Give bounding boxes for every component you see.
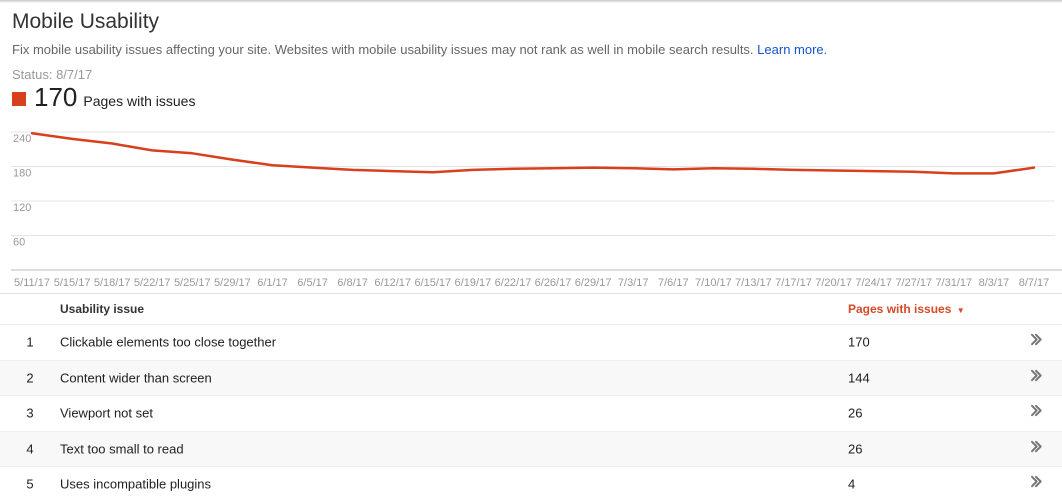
svg-text:7/27/17: 7/27/17	[895, 277, 932, 289]
svg-text:5/15/17: 5/15/17	[54, 277, 91, 289]
svg-text:6/5/17: 6/5/17	[297, 277, 328, 289]
svg-text:6/8/17: 6/8/17	[337, 277, 368, 289]
svg-text:7/31/17: 7/31/17	[935, 277, 972, 289]
svg-text:7/24/17: 7/24/17	[855, 277, 892, 289]
svg-text:6/26/17: 6/26/17	[535, 277, 572, 289]
svg-text:7/10/17: 7/10/17	[695, 277, 732, 289]
svg-text:7/20/17: 7/20/17	[815, 277, 852, 289]
svg-text:7/3/17: 7/3/17	[618, 277, 649, 289]
svg-text:7/17/17: 7/17/17	[775, 277, 812, 289]
svg-text:5/18/17: 5/18/17	[94, 277, 131, 289]
svg-text:6/19/17: 6/19/17	[455, 277, 492, 289]
svg-text:6/29/17: 6/29/17	[575, 277, 612, 289]
svg-text:5/29/17: 5/29/17	[214, 277, 251, 289]
svg-text:6/12/17: 6/12/17	[374, 277, 411, 289]
svg-text:60: 60	[13, 237, 25, 249]
svg-text:6/15/17: 6/15/17	[414, 277, 451, 289]
svg-text:5/25/17: 5/25/17	[174, 277, 211, 289]
svg-text:6/22/17: 6/22/17	[495, 277, 532, 289]
svg-text:8/7/17: 8/7/17	[1019, 277, 1050, 289]
svg-text:120: 120	[13, 202, 31, 214]
svg-text:8/3/17: 8/3/17	[979, 277, 1010, 289]
svg-text:5/22/17: 5/22/17	[134, 277, 171, 289]
svg-text:180: 180	[13, 168, 31, 180]
svg-text:7/13/17: 7/13/17	[735, 277, 772, 289]
svg-text:240: 240	[13, 133, 31, 145]
svg-text:7/6/17: 7/6/17	[658, 277, 689, 289]
svg-text:6/1/17: 6/1/17	[257, 277, 288, 289]
svg-text:5/11/17: 5/11/17	[14, 277, 50, 289]
